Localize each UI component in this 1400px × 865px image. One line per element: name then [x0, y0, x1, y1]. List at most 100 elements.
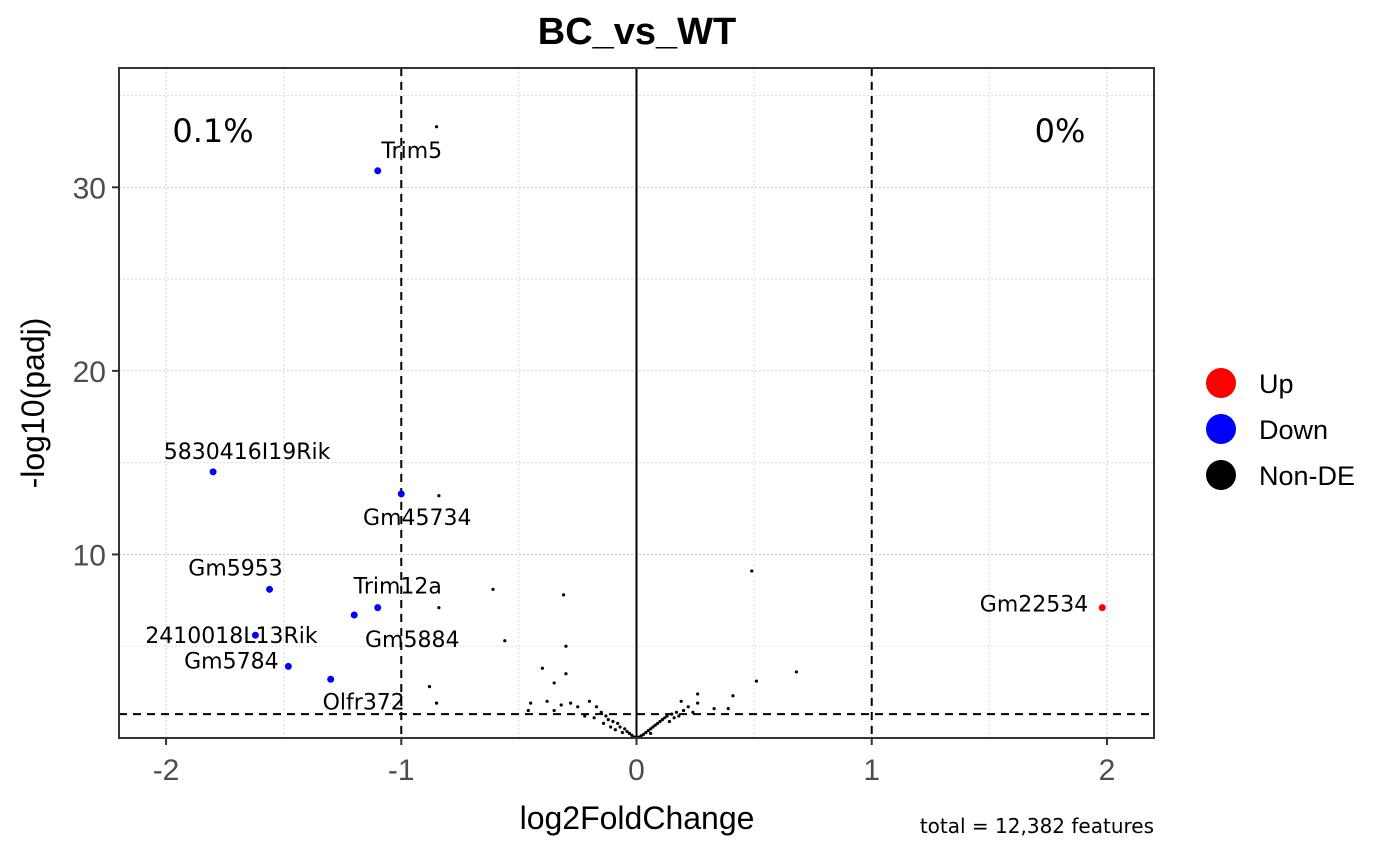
percent-down-label: 0.1%: [172, 112, 253, 150]
point-non-de: [545, 699, 549, 703]
x-axis-title: log2FoldChange: [520, 800, 755, 836]
point-non-de: [427, 685, 432, 689]
point-non-de: [686, 705, 690, 709]
gene-label-2410018l13rik: 2410018L13Rik: [145, 624, 318, 649]
point-non-de: [609, 725, 613, 729]
point-non-de: [726, 707, 730, 711]
y-tick-label: 30: [73, 172, 106, 205]
point-down: [327, 675, 335, 683]
total-features-caption: total = 12,382 features: [920, 814, 1154, 838]
point-down: [266, 585, 274, 593]
point-non-de: [653, 723, 657, 727]
chart-title: BC_vs_WT: [538, 11, 737, 53]
data-points: [209, 125, 1106, 740]
point-non-de: [594, 705, 599, 709]
point-non-de: [491, 587, 495, 591]
reference-lines: [119, 68, 1154, 738]
gene-label-gm22534: Gm22534: [980, 593, 1088, 618]
y-axis-ticks: 10 20 30: [73, 172, 119, 572]
point-non-de: [630, 733, 634, 737]
point-non-de: [576, 705, 580, 709]
plot-panel: Trim5 5830416I19Rik Gm45734 Gm5953 Trim12a Gm…: [118, 67, 1155, 740]
point-non-de: [434, 701, 439, 705]
point-non-de: [667, 719, 672, 724]
y-tick-label: 10: [73, 539, 106, 572]
gene-label-5830416i19rik: 5830416I19Rik: [164, 440, 331, 465]
point-non-de: [731, 694, 735, 698]
point-up: [1098, 604, 1106, 612]
x-tick-label: -1: [388, 754, 415, 787]
point-down: [284, 662, 292, 670]
legend-label-up: Up: [1259, 369, 1294, 399]
point-non-de: [670, 712, 674, 716]
x-tick-label: 2: [1099, 754, 1116, 787]
legend-label-non-de: Non-DE: [1259, 461, 1355, 491]
point-down: [209, 468, 217, 476]
gene-label-gm5884: Gm5884: [365, 628, 459, 653]
gene-label-trim5: Trim5: [380, 139, 442, 164]
point-non-de: [564, 644, 568, 648]
gene-labels: Trim5 5830416I19Rik Gm45734 Gm5953 Trim12a Gm…: [145, 139, 1088, 715]
x-tick-label: 0: [628, 754, 645, 787]
point-non-de: [618, 725, 622, 729]
point-non-de: [627, 731, 632, 736]
point-non-de: [663, 716, 667, 720]
point-non-de: [691, 710, 695, 714]
x-tick-label: -2: [153, 754, 180, 787]
point-non-de: [665, 714, 669, 718]
point-non-de: [599, 710, 603, 714]
percent-up-label: 0%: [1035, 112, 1086, 150]
point-non-de: [623, 727, 627, 731]
point-non-de: [674, 710, 679, 714]
point-down: [374, 604, 382, 612]
point-non-de: [639, 734, 643, 738]
point-non-de: [672, 716, 676, 720]
point-non-de: [434, 125, 439, 129]
point-non-de: [601, 721, 606, 725]
point-non-de: [540, 666, 545, 670]
point-non-de: [696, 692, 700, 696]
point-non-de: [696, 701, 700, 705]
point-non-de: [526, 708, 530, 713]
gene-label-gm5953: Gm5953: [188, 556, 282, 581]
x-axis-ticks: -2 -1 0 1 2: [153, 738, 1116, 787]
point-non-de: [564, 672, 568, 676]
gene-label-gm5784: Gm5784: [184, 649, 278, 674]
gene-label-olfr372: Olfr372: [323, 690, 405, 715]
point-non-de: [616, 721, 620, 725]
legend-key-up: [1206, 368, 1236, 398]
point-non-de: [587, 699, 592, 703]
point-non-de: [529, 701, 533, 705]
point-non-de: [712, 707, 716, 711]
point-down: [350, 611, 358, 619]
legend-label-down: Down: [1259, 415, 1328, 445]
point-non-de: [649, 727, 653, 731]
point-non-de: [503, 639, 507, 643]
point-down: [374, 167, 382, 175]
point-non-de: [620, 730, 624, 735]
point-non-de: [649, 731, 653, 736]
point-non-de: [646, 729, 650, 733]
point-non-de: [561, 593, 566, 597]
gene-label-trim12a: Trim12a: [353, 575, 442, 600]
point-non-de: [660, 718, 664, 722]
point-non-de: [677, 714, 681, 718]
y-axis-title: -log10(padj): [15, 318, 51, 489]
point-non-de: [658, 719, 662, 724]
point-non-de: [625, 729, 629, 734]
point-down: [397, 490, 405, 498]
legend-key-down: [1206, 414, 1236, 444]
x-tick-label: 1: [863, 754, 880, 787]
point-non-de: [552, 708, 556, 713]
point-non-de: [552, 681, 556, 685]
point-non-de: [651, 725, 655, 729]
point-non-de: [681, 708, 686, 713]
point-non-de: [750, 569, 754, 573]
point-non-de: [754, 679, 759, 683]
point-non-de: [592, 716, 596, 720]
point-non-de: [606, 718, 610, 722]
point-non-de: [604, 714, 608, 718]
point-down: [251, 631, 259, 639]
point-non-de: [679, 699, 683, 703]
